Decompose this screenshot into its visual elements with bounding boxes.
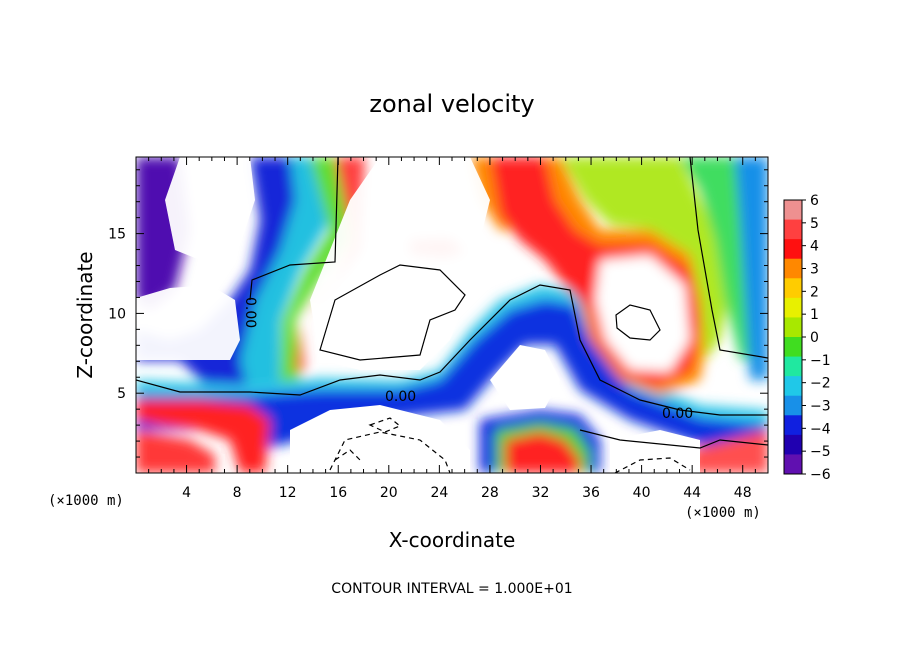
y-axis-label: Z-coordinate	[73, 251, 97, 378]
colorbar-swatch	[784, 258, 802, 279]
colorbar-label: −3	[810, 399, 831, 415]
zero-contour-left	[249, 157, 339, 301]
colorbar-swatch	[784, 200, 802, 221]
colorbar-swatch	[784, 317, 802, 338]
colorbar-swatch	[784, 337, 802, 358]
contour-label-center: 0.00	[385, 389, 416, 405]
colorbar-swatch	[784, 278, 802, 299]
colorbar-swatch	[784, 376, 802, 397]
colorbar-label: 3	[810, 262, 819, 278]
colorbar-label: −5	[810, 444, 831, 460]
colorbar-swatch	[784, 415, 802, 436]
x-tick-label: 12	[279, 485, 297, 501]
colorbar-label: −1	[810, 353, 831, 369]
x-tick-label: 40	[633, 485, 651, 501]
x-unit-label-right: (×1000 m)	[685, 505, 761, 521]
y-tick-label: 10	[108, 306, 126, 322]
zero-contour-right	[689, 157, 768, 359]
colorbar-swatch	[784, 454, 802, 475]
colorbar: 6 5 4 3 2 1 0 −1 −2 −3 −4 −5 −6	[783, 193, 831, 483]
x-tick-label: 8	[233, 485, 242, 501]
colorbar-label: 2	[810, 284, 819, 300]
x-tick-label: 32	[532, 485, 550, 501]
y-axis: 5 10 15	[108, 169, 768, 458]
contour-labels: 0.00 0.00 0.00	[242, 297, 693, 422]
colorbar-label: 4	[810, 239, 819, 255]
dashed-contour-2	[368, 417, 402, 433]
colorbar-label: 6	[810, 193, 819, 209]
x-tick-label: 36	[582, 485, 600, 501]
colorbar-label: −4	[810, 421, 831, 437]
contour-label-left: 0.00	[242, 297, 258, 328]
x-tick-label: 44	[683, 485, 701, 501]
x-axis-label: X-coordinate	[389, 528, 516, 552]
x-unit-label-left: (×1000 m)	[48, 493, 124, 509]
y-tick-label: 15	[108, 227, 126, 243]
contour-lines	[136, 157, 768, 473]
zero-contour-main	[136, 284, 768, 416]
x-tick-label: 4	[182, 485, 191, 501]
contour-interval-note: CONTOUR INTERVAL = 1.000E+01	[331, 581, 572, 597]
dashed-contour-4	[334, 449, 361, 461]
colorbar-label: −6	[810, 467, 831, 483]
contour-label-right: 0.00	[662, 406, 693, 422]
closed-contour-right	[615, 304, 661, 341]
x-tick-label: 16	[329, 485, 347, 501]
colorbar-swatch	[784, 219, 802, 240]
dashed-contour-1	[329, 431, 451, 473]
heatmap-field	[136, 157, 768, 473]
colorbar-swatch	[784, 434, 802, 455]
x-tick-label: 20	[380, 485, 398, 501]
colorbar-swatch	[784, 239, 802, 260]
x-tick-label: 28	[481, 485, 499, 501]
colorbar-label: 5	[810, 216, 819, 232]
x-tick-label: 24	[430, 485, 448, 501]
contour-bottom-right	[579, 429, 768, 449]
x-axis: 4 8 12 16 20 24 28 32 36 40 44 48	[148, 157, 756, 501]
y-tick-label: 5	[117, 386, 126, 402]
chart-title: zonal velocity	[369, 90, 534, 118]
colorbar-label: −2	[810, 376, 831, 392]
closed-contour-center	[319, 264, 466, 361]
colorbar-label: 0	[810, 330, 819, 346]
colorbar-swatch	[784, 395, 802, 416]
colorbar-swatch	[784, 297, 802, 318]
colorbar-label: 1	[810, 307, 819, 323]
colorbar-swatch	[784, 356, 802, 377]
x-tick-label: 48	[734, 485, 752, 501]
